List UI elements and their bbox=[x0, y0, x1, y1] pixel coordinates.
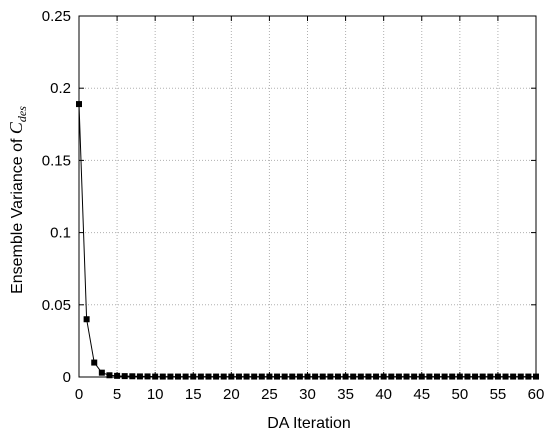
x-tick-label: 30 bbox=[299, 386, 316, 403]
data-point bbox=[91, 359, 98, 366]
data-point bbox=[129, 373, 136, 380]
x-tick-label: 15 bbox=[185, 386, 202, 403]
y-axis-label: Ensemble Variance of Cdes bbox=[6, 106, 29, 294]
y-tick-label: 0.05 bbox=[42, 297, 71, 314]
data-point bbox=[121, 373, 128, 380]
x-axis-label: DA Iteration bbox=[267, 415, 351, 432]
data-point bbox=[83, 316, 90, 323]
x-tick-label: 45 bbox=[413, 386, 430, 403]
x-tick-label: 40 bbox=[375, 386, 392, 403]
y-axis-label-symbol: C bbox=[6, 121, 26, 134]
y-tick-label: 0.2 bbox=[50, 80, 71, 97]
x-tick-label: 25 bbox=[261, 386, 278, 403]
y-tick-label: 0 bbox=[63, 369, 71, 386]
x-tick-label: 10 bbox=[147, 386, 164, 403]
x-tick-label: 60 bbox=[528, 386, 545, 403]
x-tick-label: 20 bbox=[223, 386, 240, 403]
tick-labels: 0 5 10 15 20 25 30 35 40 45 50 55 60 0 0.05 0.1 0.15 0.2 0… bbox=[42, 8, 545, 403]
x-tick-label: 35 bbox=[337, 386, 354, 403]
ticks bbox=[78, 15, 537, 378]
y-tick-label: 0.15 bbox=[42, 152, 71, 169]
data-point bbox=[106, 372, 113, 379]
x-tick-label: 50 bbox=[451, 386, 468, 403]
data-point bbox=[98, 369, 105, 376]
y-axis-label-subscript: des bbox=[15, 106, 29, 122]
x-tick-label: 55 bbox=[490, 386, 507, 403]
y-tick-label: 0.1 bbox=[50, 225, 71, 242]
grid bbox=[79, 16, 536, 377]
data-point bbox=[136, 373, 143, 380]
data-point bbox=[144, 373, 151, 380]
y-axis-label-prefix: Ensemble Variance of bbox=[9, 134, 26, 294]
x-tick-label: 5 bbox=[113, 386, 121, 403]
x-tick-label: 0 bbox=[75, 386, 83, 403]
y-tick-label: 0.25 bbox=[42, 8, 71, 25]
